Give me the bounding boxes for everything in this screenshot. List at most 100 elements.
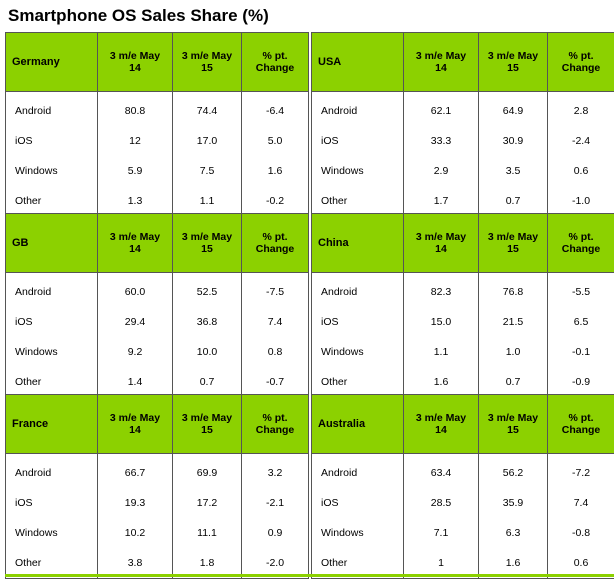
value-may14: 2.9 [404,156,479,186]
value-change: 1.6 [242,156,309,186]
value-may15: 1.1 [173,186,242,217]
region-header: Australia [312,395,404,454]
value-may15: 0.7 [479,186,548,217]
os-label: Windows [312,518,404,548]
value-may15: 56.2 [479,454,548,489]
value-change: -0.9 [548,367,614,398]
value-may14: 1.1 [404,337,479,367]
value-may15: 52.5 [173,273,242,308]
page-title: Smartphone OS Sales Share (%) [8,6,269,26]
value-may14: 7.1 [404,518,479,548]
column-header: 3 m/e May 14 [98,214,173,273]
value-may14: 10.2 [98,518,173,548]
column-header: 3 m/e May 15 [479,33,548,92]
value-change: -2.1 [242,488,309,518]
os-label: iOS [6,307,98,337]
value-may15: 1.0 [479,337,548,367]
os-label: Windows [312,156,404,186]
region-header: Germany [6,33,98,92]
value-change: -5.5 [548,273,614,308]
value-change: -7.2 [548,454,614,489]
value-may14: 1.7 [404,186,479,217]
value-change: 6.5 [548,307,614,337]
value-may14: 15.0 [404,307,479,337]
os-label: Other [312,367,404,398]
column-header: % pt. Change [548,33,614,92]
column-header: % pt. Change [242,33,309,92]
value-may15: 11.1 [173,518,242,548]
os-label: Android [6,273,98,308]
value-may15: 0.7 [479,367,548,398]
region-header: GB [6,214,98,273]
value-may14: 62.1 [404,92,479,127]
value-change: -0.7 [242,367,309,398]
os-label: Android [312,92,404,127]
value-may15: 69.9 [173,454,242,489]
region-header: USA [312,33,404,92]
os-label: Other [6,186,98,217]
os-label: iOS [6,488,98,518]
column-header: % pt. Change [548,214,614,273]
value-may15: 7.5 [173,156,242,186]
column-header: 3 m/e May 14 [404,214,479,273]
os-label: Android [6,454,98,489]
value-may15: 76.8 [479,273,548,308]
value-change: -2.4 [548,126,614,156]
os-label: Windows [6,337,98,367]
value-change: -6.4 [242,92,309,127]
os-label: Android [312,454,404,489]
value-change: 0.9 [242,518,309,548]
column-header: 3 m/e May 15 [479,395,548,454]
value-may14: 28.5 [404,488,479,518]
column-header: 3 m/e May 15 [173,214,242,273]
value-change: 0.6 [548,156,614,186]
column-header: % pt. Change [242,214,309,273]
value-may14: 1.6 [404,367,479,398]
value-change: 2.8 [548,92,614,127]
column-header: % pt. Change [548,395,614,454]
column-header: 3 m/e May 15 [173,33,242,92]
os-label: iOS [312,126,404,156]
value-may15: 36.8 [173,307,242,337]
value-may14: 9.2 [98,337,173,367]
value-may14: 82.3 [404,273,479,308]
value-change: -1.0 [548,186,614,217]
value-may15: 17.0 [173,126,242,156]
column-header: 3 m/e May 14 [404,395,479,454]
os-label: Windows [6,518,98,548]
os-label: Other [6,367,98,398]
os-label: Windows [6,156,98,186]
os-label: iOS [312,307,404,337]
value-may14: 60.0 [98,273,173,308]
value-change: -7.5 [242,273,309,308]
column-header: 3 m/e May 14 [98,33,173,92]
os-label: iOS [6,126,98,156]
os-label: Android [6,92,98,127]
value-may14: 29.4 [98,307,173,337]
value-may15: 74.4 [173,92,242,127]
value-change: 5.0 [242,126,309,156]
column-header: % pt. Change [242,395,309,454]
value-may15: 21.5 [479,307,548,337]
value-change: 7.4 [548,488,614,518]
